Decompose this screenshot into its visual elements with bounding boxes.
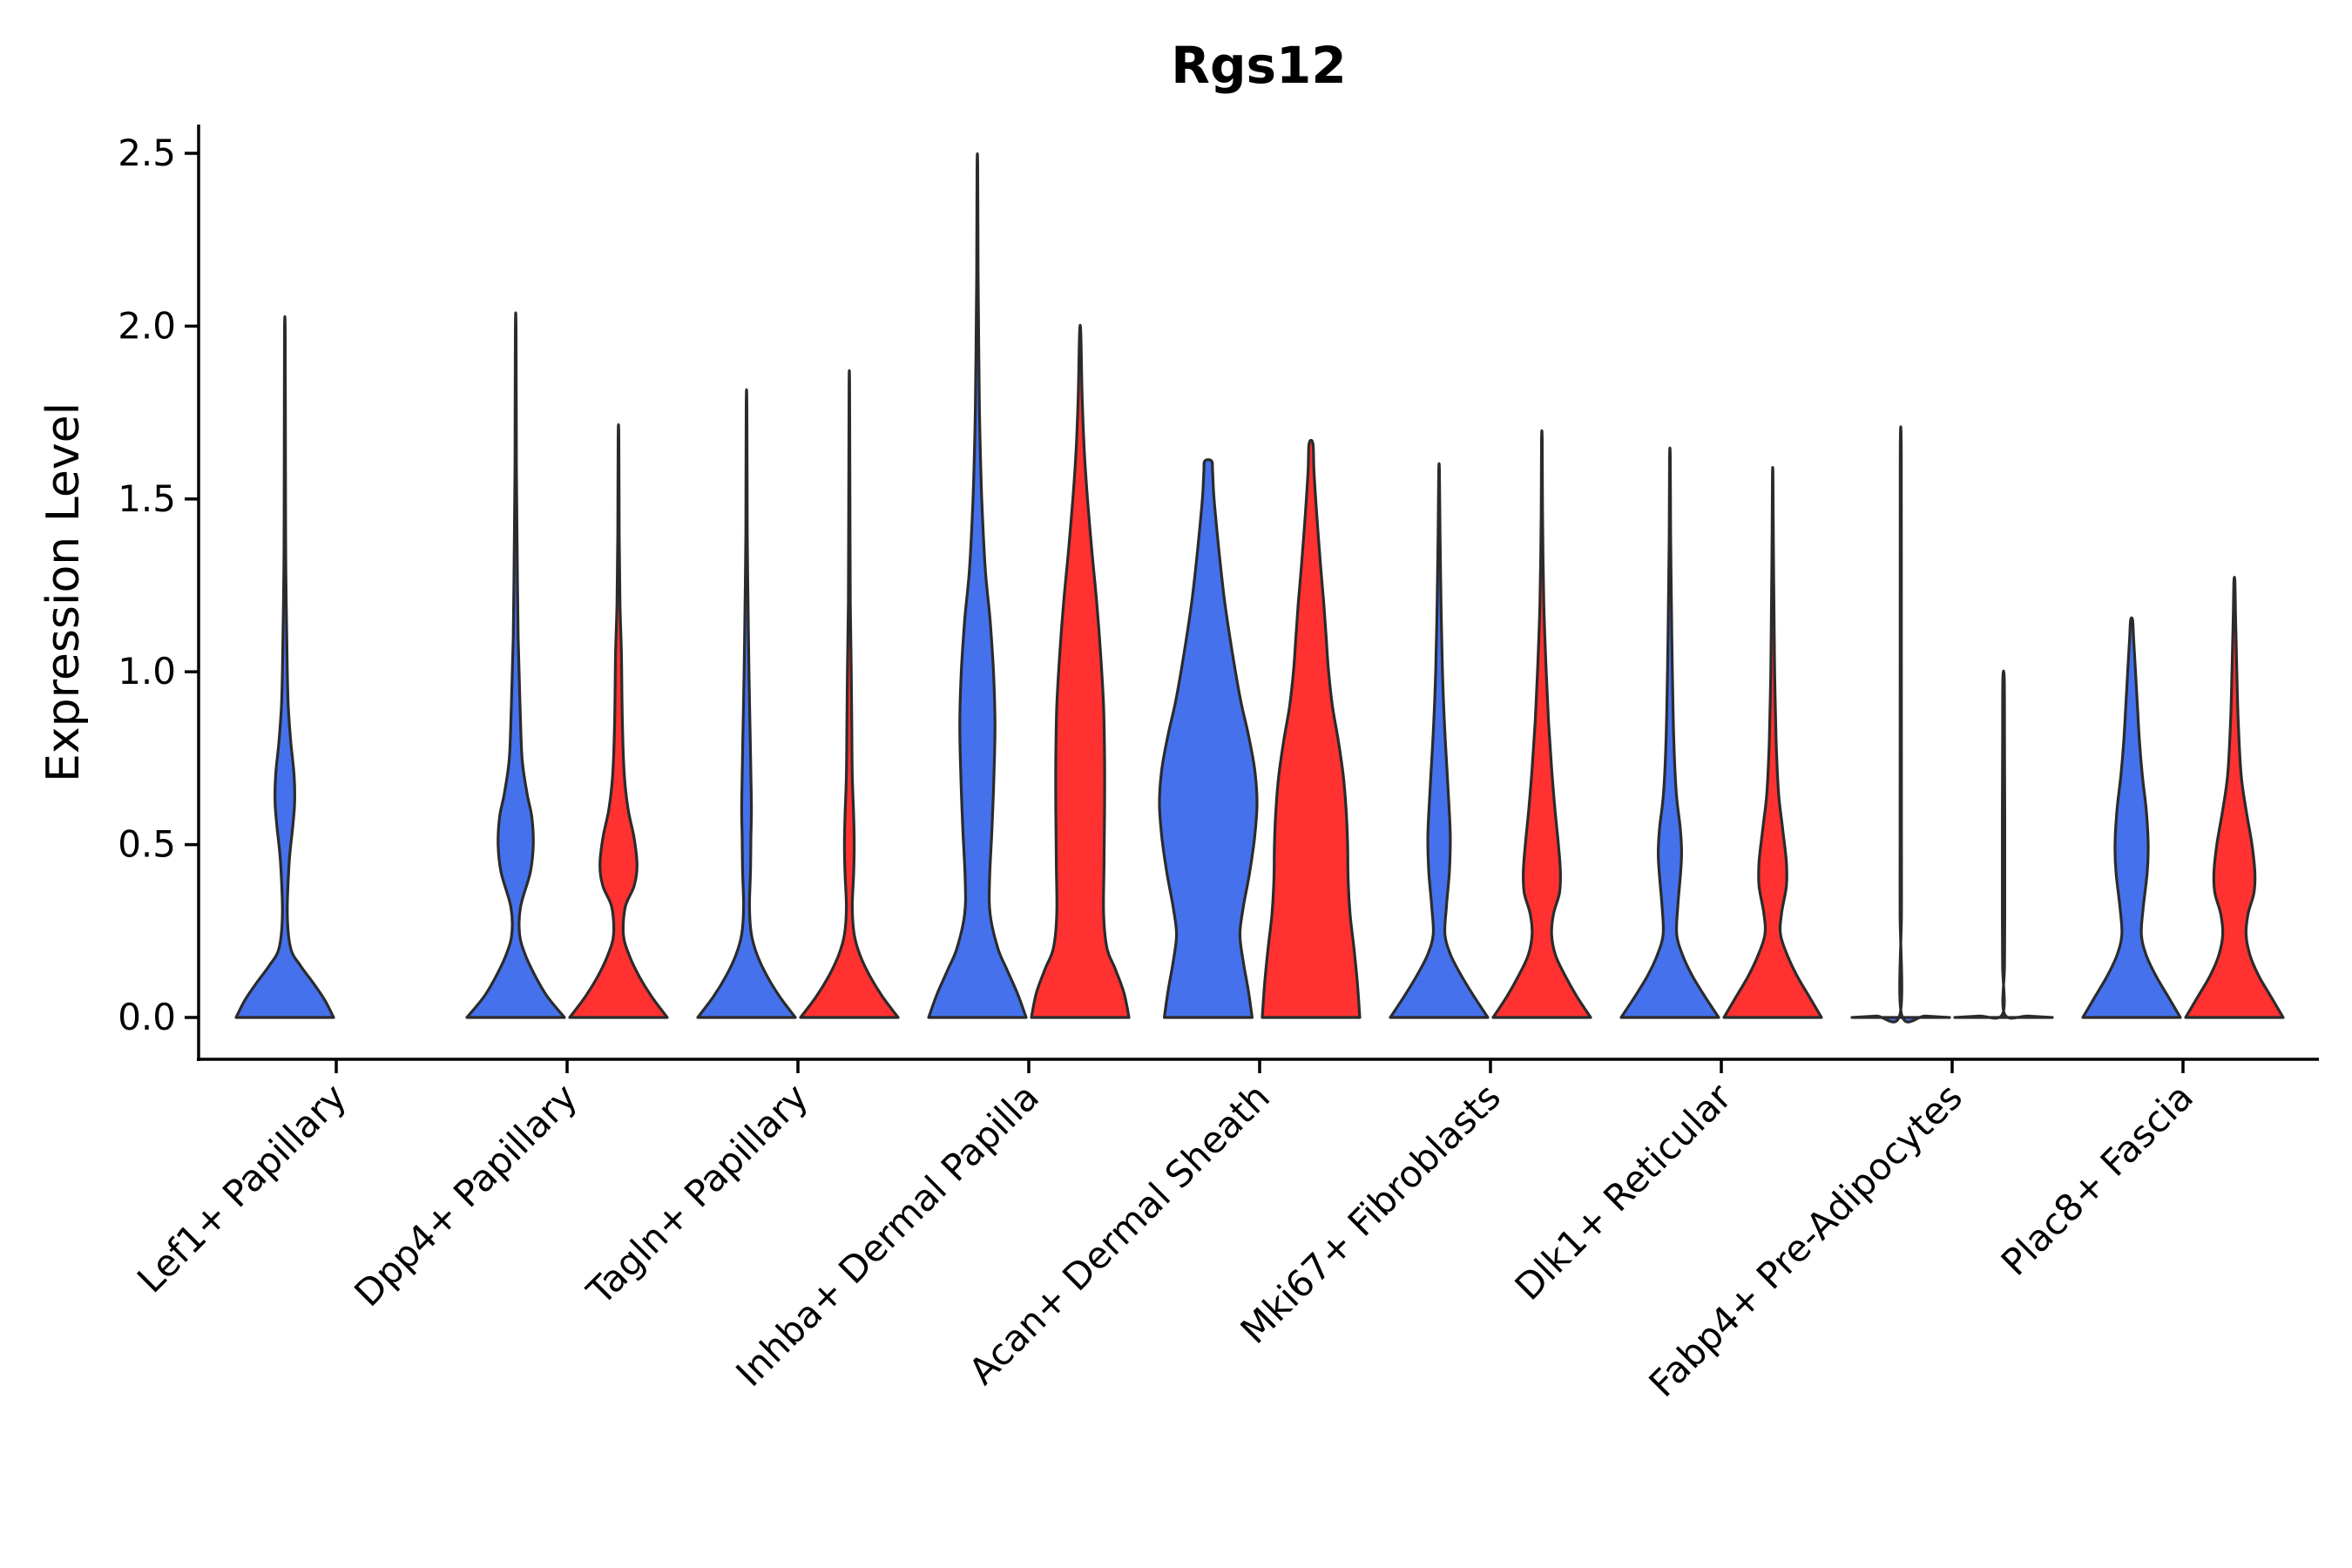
y-tick-label: 1.0 xyxy=(118,650,176,693)
violins-layer xyxy=(234,152,2285,1024)
violin-group2 xyxy=(1030,323,1131,1019)
violin-group1 xyxy=(1158,458,1259,1019)
violin-group1 xyxy=(1619,446,1720,1019)
x-tick-label: Dpp4+ Papillary xyxy=(346,1075,585,1315)
y-tick-label: 2.5 xyxy=(118,132,176,174)
x-tick-label: Dlk1+ Reticular xyxy=(1507,1075,1740,1308)
violin-group2 xyxy=(2184,575,2285,1019)
chart-title: Rgs12 xyxy=(1171,36,1346,95)
violin-group2 xyxy=(1953,669,2054,1020)
violin-group1 xyxy=(696,388,797,1019)
violin-group2 xyxy=(799,368,900,1019)
violin-group1 xyxy=(927,152,1028,1019)
y-tick-label: 0.0 xyxy=(118,996,176,1038)
violin-group1 xyxy=(2081,616,2182,1019)
axes-layer xyxy=(197,125,2319,1061)
violin-group2 xyxy=(568,422,669,1019)
x-tick-label: Plac8+ Fascia xyxy=(1993,1075,2201,1283)
violin-group2 xyxy=(1722,465,1823,1019)
violin-group1 xyxy=(1389,462,1490,1019)
x-tick-label: Tagln+ Papillary xyxy=(578,1075,816,1313)
violin-group1 xyxy=(465,311,566,1019)
violin-group1 xyxy=(1850,425,1951,1024)
y-tick-label: 0.5 xyxy=(118,823,176,866)
y-ticks: 0.0 0.5 1.0 1.5 2.0 2.5 xyxy=(118,132,199,1038)
violin-group2 xyxy=(1491,429,1592,1019)
x-tick-label: Mki67+ Fibroblasts xyxy=(1233,1075,1509,1351)
y-tick-label: 1.5 xyxy=(118,477,176,520)
violin-group1 xyxy=(234,314,335,1019)
violin-group2 xyxy=(1260,438,1362,1019)
x-tick-label: Lef1+ Papillary xyxy=(129,1075,355,1301)
y-tick-label: 2.0 xyxy=(118,304,176,347)
y-axis-label: Expression Level xyxy=(37,402,90,782)
